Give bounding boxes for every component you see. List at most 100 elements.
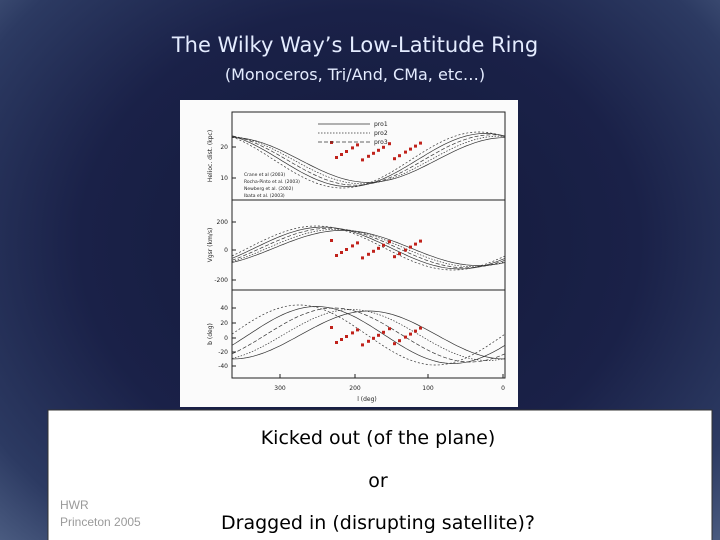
data-point	[330, 239, 333, 242]
data-point	[345, 335, 348, 338]
x-tick-label: 200	[349, 385, 361, 392]
data-point	[382, 145, 385, 149]
data-point	[367, 154, 370, 158]
data-point	[367, 252, 370, 256]
data-point	[335, 341, 338, 344]
model-curve	[231, 230, 506, 266]
model-curve	[231, 131, 506, 189]
model-curve	[231, 310, 506, 360]
data-point	[356, 143, 359, 147]
data-point	[414, 144, 417, 148]
title: The Wilky Way’s Low-Latitude Ring	[171, 33, 538, 57]
model-curve	[231, 228, 506, 268]
data-point	[356, 328, 359, 332]
data-point	[330, 326, 333, 329]
data-point	[409, 332, 412, 336]
box-line: or	[368, 470, 388, 492]
data-point	[382, 243, 385, 247]
model-curve	[231, 133, 506, 187]
data-point	[388, 327, 391, 331]
data-point	[361, 158, 364, 162]
data-point	[351, 331, 354, 335]
data-point	[382, 330, 385, 334]
data-point	[372, 249, 375, 253]
y-tick-label: -40	[218, 363, 228, 370]
data-point	[372, 151, 375, 155]
legend-label: pro1	[374, 121, 388, 128]
model-curve	[231, 227, 506, 269]
data-point	[340, 153, 343, 156]
data-point	[409, 245, 412, 249]
x-axis-label: l (deg)	[357, 396, 377, 403]
y-tick-label: 10	[220, 175, 228, 182]
data-point	[388, 240, 391, 244]
subtitle: (Monoceros, Tri/And, CMa, etc…)	[225, 65, 485, 84]
source-label: Ibata et al. (2003)	[244, 193, 285, 199]
data-point	[377, 246, 380, 250]
x-tick-label: 100	[422, 385, 434, 392]
y-tick-label: 200	[217, 219, 229, 226]
model-curve	[231, 304, 506, 366]
box-line: Dragged in (disrupting satellite)?	[221, 512, 535, 534]
data-point	[345, 150, 348, 153]
box-line: Kicked out (of the plane)	[261, 427, 496, 449]
data-point	[393, 255, 396, 259]
data-point	[398, 154, 401, 158]
data-point	[409, 147, 412, 151]
footer-line: HWR	[60, 498, 89, 512]
data-point	[414, 242, 417, 246]
y-tick-label: 0	[224, 335, 228, 342]
data-point	[419, 141, 422, 145]
y-axis-label: b (deg)	[207, 323, 214, 345]
data-point	[340, 338, 343, 341]
model-curve	[231, 137, 506, 183]
data-point	[404, 248, 407, 252]
source-label: Crane et al (2003)	[244, 172, 285, 178]
data-point	[377, 333, 380, 337]
data-point	[414, 329, 417, 333]
data-point	[345, 248, 348, 251]
source-label: Rocha-Pinto et al. (2003)	[244, 179, 300, 185]
y-tick-label: -20	[218, 349, 228, 356]
data-point	[335, 156, 338, 159]
data-point	[372, 336, 375, 340]
data-point	[393, 157, 396, 161]
footer-line: Princeton 2005	[60, 515, 141, 529]
data-point	[356, 241, 359, 245]
legend-label: pro3	[374, 139, 388, 146]
data-point	[340, 251, 343, 254]
data-point	[388, 142, 391, 146]
data-point	[404, 335, 407, 339]
y-axis-label: Vgsr (km/s)	[207, 228, 214, 263]
model-curve	[231, 225, 506, 271]
y-tick-label: 40	[220, 305, 228, 312]
data-point	[361, 343, 364, 347]
data-point	[398, 339, 401, 343]
data-point	[404, 150, 407, 154]
data-point	[330, 141, 333, 144]
model-curve	[231, 135, 506, 185]
data-point	[367, 339, 370, 343]
y-tick-label: 20	[220, 320, 228, 327]
y-axis-label: Helioc. dist. (kpc)	[207, 130, 214, 182]
x-tick-label: 0	[501, 385, 505, 392]
data-point	[335, 254, 338, 257]
data-point	[361, 256, 364, 260]
figure-background	[180, 100, 518, 407]
source-label: Newberg et al. (2002)	[244, 186, 294, 192]
model-curve	[231, 306, 506, 364]
data-point	[377, 148, 380, 152]
data-point	[398, 252, 401, 256]
legend-label: pro2	[374, 130, 388, 137]
y-tick-label: -200	[214, 277, 228, 284]
text-box	[47, 409, 713, 540]
y-tick-label: 0	[224, 247, 228, 254]
model-curve	[231, 226, 506, 270]
data-point	[393, 342, 396, 346]
data-point	[419, 239, 422, 243]
y-tick-label: 20	[220, 144, 228, 151]
data-point	[351, 244, 354, 248]
